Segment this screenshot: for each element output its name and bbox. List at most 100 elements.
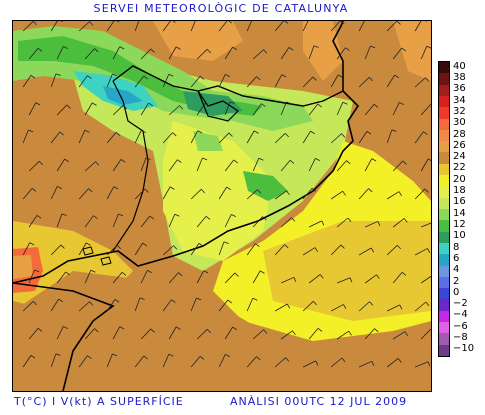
legend-label: 8 [453, 241, 460, 253]
wind-barb [162, 299, 172, 312]
legend-swatch [439, 231, 449, 244]
legend-label: 26 [453, 139, 466, 151]
wind-barb [308, 158, 316, 172]
wind-barb [190, 21, 196, 32]
wind-barb [50, 21, 58, 32]
wind-barb-flag [88, 188, 93, 193]
wind-barb-flag [94, 328, 99, 333]
wind-barb-flag [426, 45, 431, 49]
wind-barb [252, 329, 264, 340]
wind-barb-flag [37, 327, 43, 332]
legend-swatch [439, 254, 449, 267]
wind-barb-flag [179, 105, 184, 110]
wind-barb-flag [168, 73, 174, 77]
wind-barb [280, 160, 291, 172]
wind-barb [246, 356, 257, 368]
wind-barb-flag [285, 357, 290, 362]
coastline [13, 21, 360, 284]
wind-barb-flag [66, 104, 71, 109]
wind-barb [330, 304, 344, 312]
legend-label: 30 [453, 117, 466, 129]
wind-barb [336, 102, 344, 116]
wind-barb-flag [284, 21, 289, 24]
wind-barb-flag [312, 300, 317, 306]
legend-label: 12 [453, 218, 466, 230]
wind-barb [28, 215, 38, 228]
footer-variable: T(°C) I V(kt) A SUPERFÍCIE [14, 395, 184, 408]
wind-barb [84, 48, 95, 60]
wind-barb-flag [60, 244, 65, 249]
field-sea-deep-yellow [263, 221, 431, 321]
legend-swatch [439, 107, 449, 120]
wind-barb [50, 131, 61, 144]
wind-barb [274, 244, 285, 256]
wind-barb-flag [396, 244, 401, 250]
wind-barb [336, 47, 346, 60]
wind-barb-flag [369, 301, 374, 306]
island [82, 246, 94, 256]
wind-barb-flag [391, 129, 397, 132]
wind-barb-flag [225, 354, 230, 357]
wind-barb [106, 244, 118, 256]
wind-barb-flag [198, 243, 204, 247]
legend-label: 14 [453, 207, 466, 219]
temperature-wind-map [12, 20, 432, 392]
legend-swatch [439, 141, 449, 153]
wind-barb-flag [200, 188, 205, 194]
wind-barb-flag [346, 160, 351, 165]
wind-barb-flag [55, 73, 61, 76]
wind-barb [140, 102, 149, 116]
wind-barb [274, 132, 286, 144]
wind-barb-flag [95, 161, 100, 166]
wind-barb [50, 298, 59, 312]
wind-barb [50, 186, 58, 200]
wind-barb-flag [206, 328, 211, 334]
wind-barb-flag [233, 159, 238, 164]
wind-barb-flag [286, 190, 290, 196]
wind-barb [308, 103, 319, 116]
wind-barb [190, 243, 200, 256]
border-france [112, 65, 344, 107]
wind-barb [78, 301, 90, 312]
wind-barb [112, 46, 121, 60]
wind-barb-flag [118, 213, 124, 217]
wind-barb-flag [34, 269, 40, 273]
wind-barb [134, 21, 140, 32]
wind-barb [392, 272, 403, 284]
wind-barb [112, 104, 124, 116]
field-green-patch-2 [193, 131, 223, 151]
wind-barb-flag [403, 218, 408, 223]
wind-barb [246, 243, 256, 256]
wind-barb [420, 158, 429, 172]
wind-barb [330, 74, 339, 88]
wind-barb [84, 270, 92, 284]
wind-barb-flag [228, 21, 232, 24]
wind-barb-flag [175, 326, 181, 330]
wind-barb [224, 159, 235, 172]
wind-barb-flag [143, 75, 148, 80]
wind-barb [386, 244, 398, 256]
wind-barb [252, 216, 263, 228]
wind-barb-flag [343, 304, 347, 310]
wind-barb-flag [84, 129, 90, 133]
wind-barb-flag [172, 132, 177, 137]
wind-barb [302, 300, 314, 312]
wind-barb [330, 357, 343, 368]
wind-barb-flag [313, 45, 319, 48]
wind-barb [140, 157, 147, 172]
wind-barb [364, 328, 375, 340]
wind-barb [28, 269, 35, 284]
border-aragon [112, 80, 149, 252]
wind-barb [218, 186, 227, 200]
wind-barb-flag [57, 186, 62, 189]
wind-barb-flag [349, 277, 353, 283]
legend-swatch [439, 175, 449, 187]
legend-label: 36 [453, 83, 466, 95]
wind-barb [168, 159, 178, 172]
wind-barb-flag [120, 159, 126, 163]
legend-swatch [439, 276, 449, 289]
wind-barb [162, 74, 170, 88]
wind-barb [224, 326, 233, 340]
wind-barb-flag [256, 356, 261, 361]
wind-barb [106, 73, 113, 88]
